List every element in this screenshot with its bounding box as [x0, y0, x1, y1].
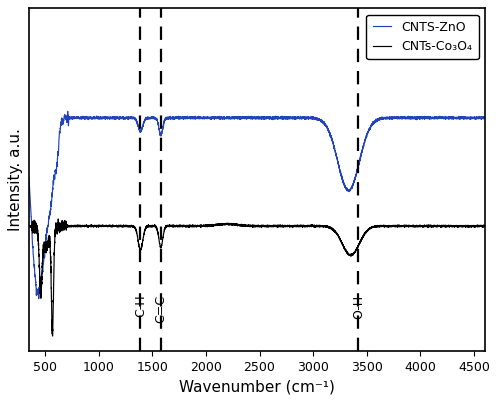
X-axis label: Wavenumber (cm⁻¹): Wavenumber (cm⁻¹)	[179, 380, 335, 395]
CNTS-ZnO	[296, 115, 302, 120]
Legend: CNTS-ZnO, CNTs-Co₃O₄: CNTS-ZnO, CNTs-Co₃O₄	[366, 15, 478, 59]
CNTS-ZnO	[191, 114, 197, 119]
CNTs-Co₃O₄	[55, 216, 61, 221]
CNTS-ZnO	[36, 296, 42, 301]
CNTs-Co₃O₄	[482, 223, 488, 228]
CNTs-Co₃O₄	[26, 224, 32, 229]
Y-axis label: Intensity. a.u.: Intensity. a.u.	[8, 129, 24, 231]
CNTS-ZnO	[388, 115, 394, 120]
Text: C=C: C=C	[154, 295, 168, 323]
Text: O-H: O-H	[352, 295, 365, 319]
CNTS-ZnO	[64, 109, 70, 114]
Line: CNTs-Co₃O₄: CNTs-Co₃O₄	[29, 219, 485, 336]
CNTs-Co₃O₄	[49, 313, 55, 318]
CNTs-Co₃O₄	[316, 224, 322, 229]
CNTs-Co₃O₄	[296, 224, 302, 229]
CNTS-ZnO	[482, 116, 488, 120]
CNTS-ZnO	[26, 175, 32, 180]
CNTs-Co₃O₄	[364, 229, 370, 233]
Text: C-H: C-H	[134, 295, 147, 317]
CNTs-Co₃O₄	[50, 334, 56, 339]
CNTs-Co₃O₄	[191, 223, 197, 228]
Line: CNTS-ZnO: CNTS-ZnO	[29, 111, 485, 299]
CNTS-ZnO	[316, 118, 322, 123]
CNTS-ZnO	[49, 193, 55, 197]
CNTs-Co₃O₄	[388, 224, 394, 229]
CNTS-ZnO	[364, 131, 370, 136]
